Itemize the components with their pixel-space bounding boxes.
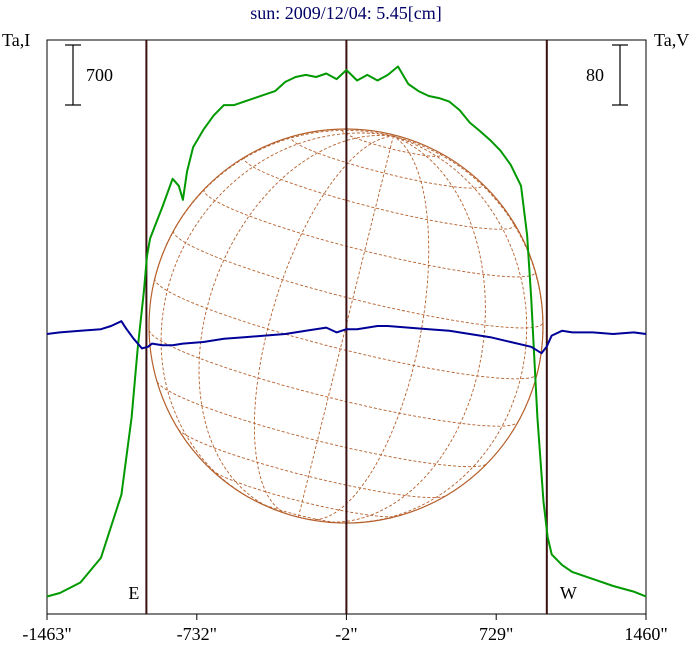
left-scale-bar: 700: [65, 44, 113, 106]
parallel-line: [290, 135, 484, 189]
meridian-line: [393, 135, 544, 374]
left-axis-label: Ta,I: [2, 30, 30, 50]
limb-marker-label: E: [128, 583, 139, 603]
x-tick-label: -1463": [22, 624, 71, 644]
parallel-line: [203, 188, 536, 278]
meridian-line: [309, 135, 430, 521]
parallel-line: [341, 128, 442, 157]
meridian-line: [253, 135, 394, 515]
parallel-line: [173, 230, 544, 329]
parallel-line: [255, 500, 344, 524]
sun-disk: [148, 128, 544, 524]
left-scale-bar-label: 700: [86, 65, 113, 85]
meridian-line: [160, 132, 394, 496]
parallel-line: [156, 381, 487, 468]
parallel-line: [211, 469, 397, 518]
x-tick-label: -732": [177, 624, 217, 644]
parallel-line: [148, 330, 519, 427]
parallel-line: [243, 156, 516, 230]
meridian-line: [198, 134, 394, 509]
right-axis-label: Ta,V: [654, 30, 689, 50]
meridian-line: [326, 135, 486, 523]
parallel-line: [178, 429, 446, 499]
x-tick-label: -2": [335, 624, 357, 644]
parallel-line: [154, 278, 538, 380]
series-layer: [46, 65, 647, 598]
x-tick-label: 729": [479, 624, 513, 644]
x-axis-ticks: -1463" -732" -2" 729" 1460": [22, 614, 668, 644]
chart-title: sun: 2009/12/04: 5.45[cm]: [250, 3, 442, 23]
meridian-line: [354, 135, 528, 524]
x-tick-label: 1460": [624, 624, 667, 644]
right-scale-bar-label: 80: [586, 65, 604, 85]
heliographic-grid: [148, 128, 544, 524]
right-scale-bar: 80: [586, 44, 628, 106]
meridian-line: [297, 136, 394, 518]
series-line: [46, 65, 647, 598]
series-line: [46, 320, 647, 355]
limb-marker-label: W: [560, 583, 577, 603]
